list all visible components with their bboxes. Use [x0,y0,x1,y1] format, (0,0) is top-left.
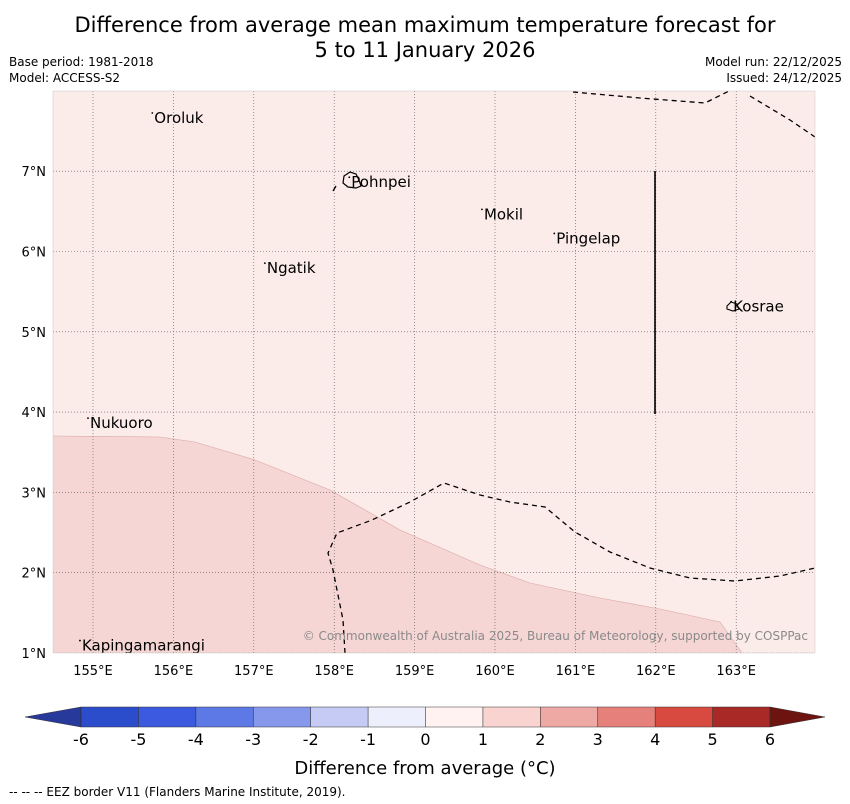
colorbar-tick-label: -6 [73,730,89,749]
place-label-oroluk: Oroluk [154,109,203,127]
colorbar-segment [310,707,369,727]
colorbar-segment [368,707,426,727]
colorbar-segment [138,707,197,727]
lon-tick-label: 160°E [475,664,515,679]
colorbar-tick-label: 3 [593,730,603,749]
place-marker [481,208,483,211]
lon-tick-label: 155°E [73,664,113,679]
colorbar-segment [540,707,599,727]
lat-tick-label: 2°N [22,567,47,582]
place-label-kosrae: Kosrae [733,298,784,316]
place-marker [151,112,154,114]
place-marker [263,262,266,265]
colorbar-tick-label: -4 [188,730,204,749]
place-marker [553,232,556,235]
lat-tick-label: 6°N [22,246,47,261]
title-line-1: Difference from average mean maximum tem… [74,13,776,37]
lon-tick-label: 162°E [636,664,676,679]
colorbar-segment [712,707,771,727]
colorbar-tick-label: -1 [360,730,376,749]
issued-date: Issued: 24/12/2025 [726,71,842,85]
place-label-ngatik: Ngatik [267,259,316,277]
colorbar-segment [195,707,254,727]
lat-tick-label: 7°N [22,165,47,180]
eez-border-south [327,482,815,653]
colorbar-tick-label: 0 [420,730,430,749]
lat-tick-label: 1°N [22,647,47,662]
lat-tick-label: 4°N [22,406,47,421]
meta-left: Base period: 1981-2018 Model: ACCESS-S2 [9,54,154,86]
lat-tick-label: 3°N [22,486,47,501]
eez-border-north [572,91,731,104]
anomaly-band-edge [53,435,743,653]
axis-labels: 155°E 156°E 157°E 158°E 159°E 160°E 161°E 162°E… [22,165,756,679]
place-marker [87,417,89,420]
eez-border-pohnpei-west [332,185,337,192]
copyright-attribution: © Commonwealth of Australia 2025, Bureau… [303,629,808,643]
place-label-mokil: Mokil [484,205,523,223]
colorbar-segment [482,707,541,727]
anomaly-band-1-to-2 [53,436,742,653]
lon-tick-label: 161°E [556,664,596,679]
place-label-kapingamarangi: Kapingamarangi [82,637,205,655]
base-period: Base period: 1981-2018 [9,55,154,69]
colorbar-tick-label: 2 [535,730,545,749]
place-marker [348,176,351,179]
title-line-2: 5 to 11 January 2026 [314,38,536,62]
eez-footnote: -- -- -- EEZ border V11 (Flanders Marine… [9,785,346,799]
place-marker [730,300,733,303]
pohnpei-island-shape [342,171,362,189]
colorbar-segment [655,707,714,727]
lon-tick-label: 156°E [154,664,194,679]
colorbar-max-extend [769,706,826,728]
place-label-pingelap: Pingelap [556,229,620,247]
colorbar-segment [253,707,312,727]
colorbar-tick-label: 4 [650,730,660,749]
model-run: Model run: 22/12/2025 [704,55,842,69]
colorbar-tick-label: -2 [303,730,319,749]
colorbar-tick-label: 1 [478,730,488,749]
place-label-nukuoro: Nukuoro [90,414,153,432]
map-title: Difference from average mean maximum tem… [0,13,850,63]
lon-tick-label: 159°E [395,664,435,679]
place-labels: Oroluk Pohnpei Mokil Pingelap Ngatik Kosrae Nu… [79,109,784,655]
colorbar-segment [425,707,484,727]
colorbar-tick-label: 5 [707,730,717,749]
model-name: Model: ACCESS-S2 [9,71,121,85]
place-label-pohnpei: Pohnpei [351,173,411,191]
colorbar: -6 -5 -4 -3 -2 -1 0 1 2 3 4 5 6 [24,706,826,749]
lat-tick-label: 5°N [22,326,47,341]
colorbar-tick-label: -3 [245,730,261,749]
lon-tick-label: 158°E [314,664,354,679]
colorbar-min-extend [24,706,82,728]
colorbar-tick-label: -5 [130,730,146,749]
colorbar-segment [81,707,139,727]
colorbar-label: Difference from average (°C) [294,758,555,779]
colorbar-segment [597,707,656,727]
lon-tick-label: 157°E [234,664,274,679]
place-marker [79,639,81,642]
lon-tick-label: 163°E [716,664,756,679]
colorbar-tick-label: 6 [765,730,775,749]
meta-right: Model run: 22/12/2025 Issued: 24/12/2025 [705,54,842,86]
map-frame [52,90,816,654]
eez-border-northeast [749,95,815,138]
